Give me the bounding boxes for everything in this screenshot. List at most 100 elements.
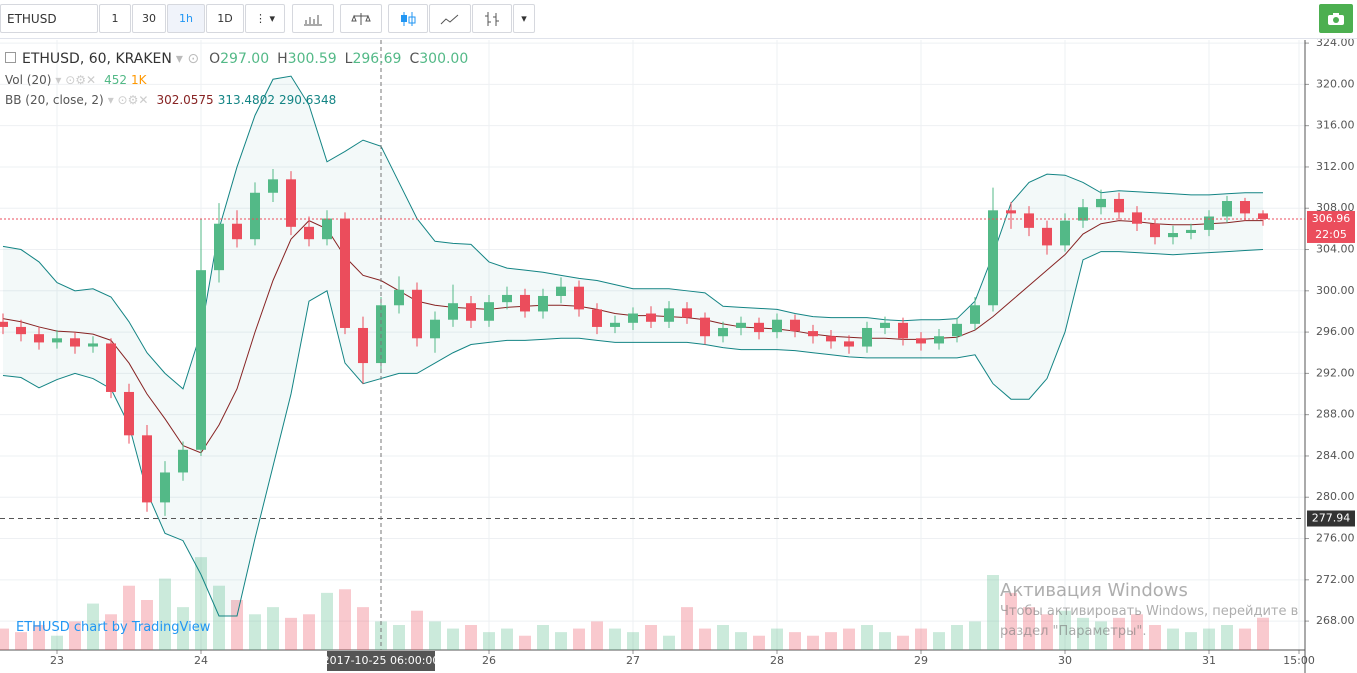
volume-bar [717,625,729,650]
candle-body [970,305,980,324]
candle-body [718,327,728,337]
candle-body [898,322,908,339]
candle-body [16,326,26,335]
crosshair-label-bg [327,651,435,671]
interval-button[interactable]: 1 [99,4,131,33]
chart-type-menu[interactable]: ▾ [513,4,535,33]
candle-body [574,286,584,310]
area-button[interactable] [429,4,471,33]
candles-button[interactable] [388,4,428,33]
x-tick-label: 24 [194,654,208,667]
candle-body [1258,213,1268,219]
symbol-input[interactable]: ETHUSD [0,4,98,33]
volume-bar [87,603,99,650]
indicators-button[interactable] [292,4,334,33]
candle-body [592,309,602,327]
snapshot-button[interactable] [1319,4,1353,33]
candle-body [340,218,350,328]
candle-body [628,313,638,323]
candle-body [160,472,170,503]
volume-bar [0,628,9,650]
compare-button[interactable] [340,4,382,33]
candle-body [88,343,98,347]
watermark[interactable]: ETHUSD chart by TradingView [16,620,211,635]
candle-body [862,327,872,347]
candle-body [682,308,692,318]
candle-body [646,313,656,322]
candle-body [34,334,44,343]
candle-body [142,435,152,503]
volume-bar [411,610,423,650]
volume-bar [1023,607,1035,650]
volume-bar [627,632,639,650]
volume-bar [987,575,999,650]
interval-button[interactable]: 30 [132,4,166,33]
volume-bar [789,632,801,650]
volume-bar [1167,628,1179,650]
interval-button[interactable]: 1D [206,4,244,33]
volume-bar [1185,632,1197,650]
candle-body [1078,207,1088,221]
volume-bar [537,625,549,650]
legend-title: ETHUSD, 60, KRAKEN [22,51,172,67]
candle-body [1042,227,1052,246]
volume-bar [1077,617,1089,650]
volume-bar [1257,617,1269,650]
icon [440,14,459,24]
candle-body [520,294,530,312]
x-tick-label: 30 [1058,654,1072,667]
candle-body [1204,216,1214,230]
volume-bar [519,635,531,650]
candle-body [1060,220,1070,246]
vol-ma: 1K [131,73,147,87]
volume-bar [681,607,693,650]
candle-body [394,289,404,306]
candle-body [934,336,944,344]
bb-upper: 313.4802 [217,93,275,107]
candle-body [124,391,134,436]
interval-menu[interactable]: ⋮ ▾ [245,4,285,33]
legend-vol: Vol (20) ▾ ⊙⚙✕ 452 1K [5,73,147,87]
candle-body [412,289,422,339]
bb-lower [2,249,1264,617]
plot-area [0,40,1305,650]
y-tick-label: 292.00 [1316,366,1355,379]
candle-body [538,295,548,312]
y-tick-label: 288.00 [1316,408,1355,421]
volume-bar [1221,625,1233,650]
volume-bar [231,600,243,650]
volume-bar [285,617,297,650]
volume-bar [123,585,135,650]
candle-body [322,218,332,240]
volume-bar [645,625,657,650]
ohlc: O297.00 H300.59 L296.69 C300.00 [209,51,476,67]
volume-bar [771,628,783,650]
windows-line: Чтобы активировать Windows, перейдите в [1000,604,1299,619]
volume-bar [735,632,747,650]
volume-bar [1005,592,1017,650]
y-tick-label: 324.00 [1316,36,1355,49]
low-label: 277.94 [1312,512,1351,525]
volume-bar [339,589,351,650]
bars-button[interactable] [472,4,512,33]
candle-body [1186,229,1196,234]
y-tick-label: 280.00 [1316,490,1355,503]
icon [304,14,322,25]
volume-bar [951,625,963,650]
candle-body [70,338,80,347]
interval-button[interactable]: 1h [167,4,205,33]
candle-body [286,179,296,227]
volume-bar [1059,610,1071,650]
bb-name: BB (20, close, 2) [5,93,104,107]
icon [485,11,499,26]
volume-bar [879,632,891,650]
volume-bar [249,614,261,650]
x-tick-label: 29 [914,654,928,667]
countdown-label: 22:05 [1315,228,1347,241]
ohlc-value: 300.00 [419,51,469,67]
candle-body [556,286,566,296]
volume-bar [447,628,459,650]
candle-body [196,270,206,450]
collapse-icon[interactable] [5,52,16,63]
